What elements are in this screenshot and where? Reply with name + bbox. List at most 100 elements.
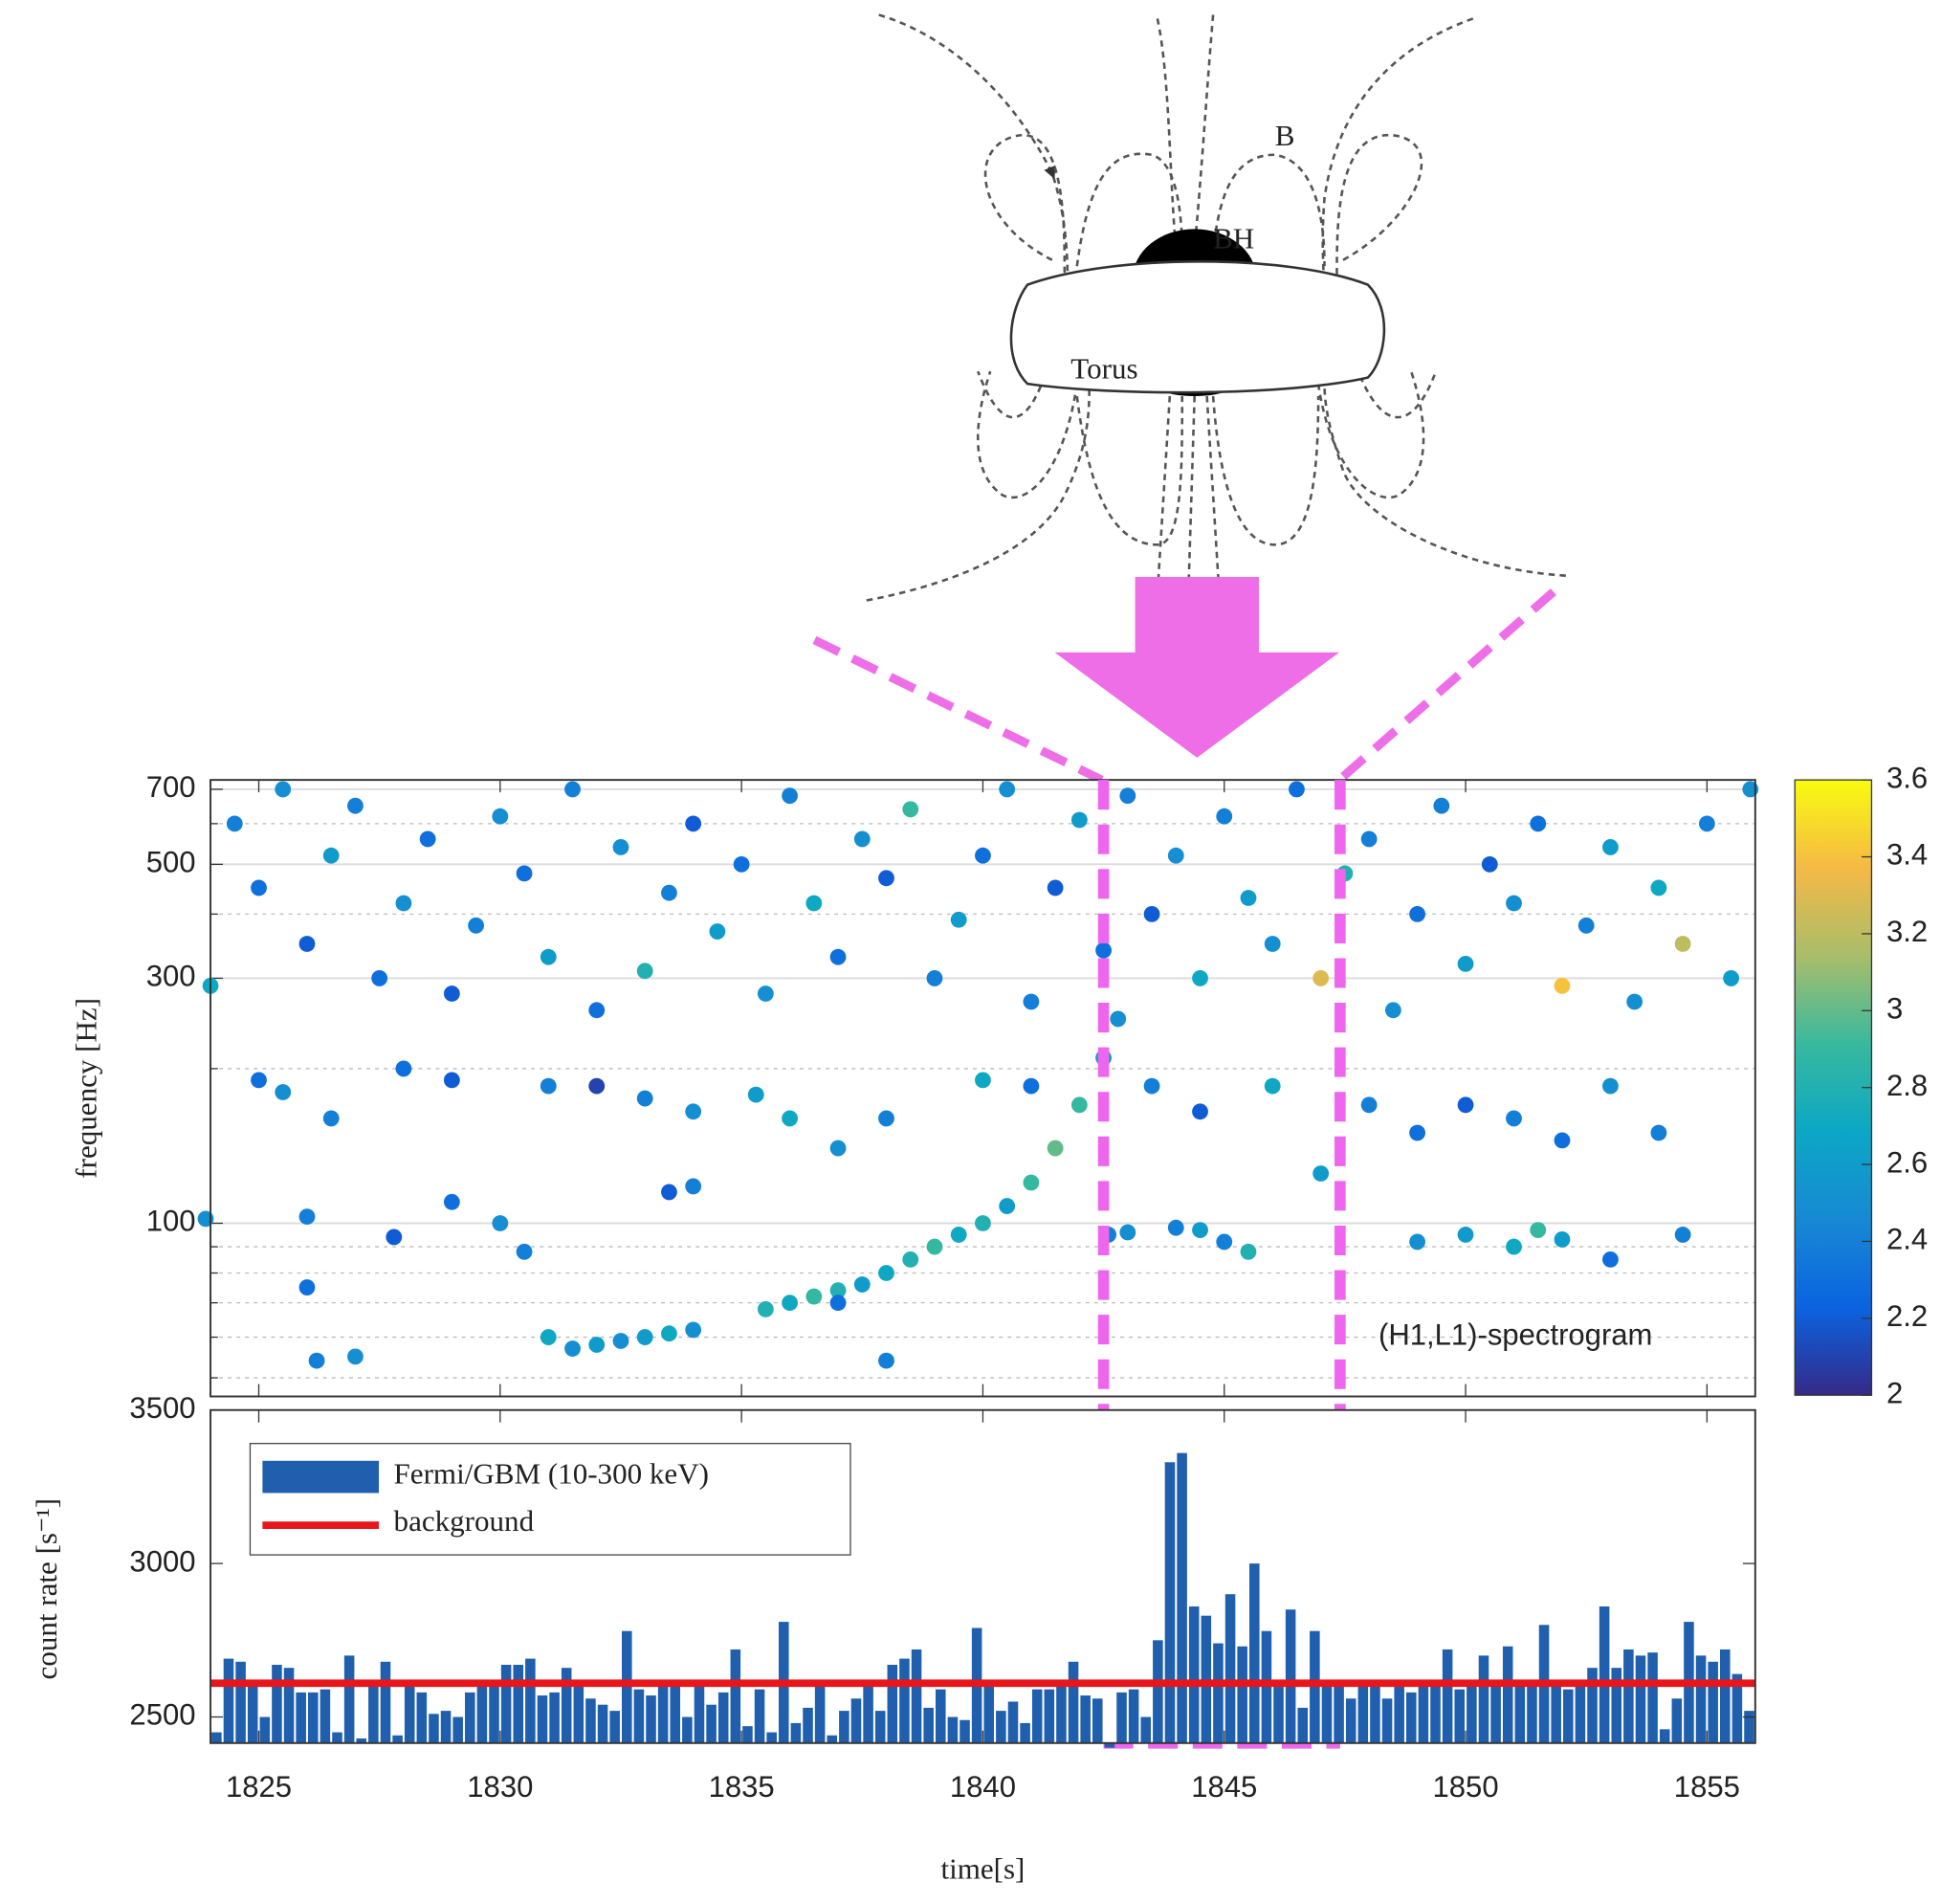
- bar: [863, 1683, 873, 1743]
- point: [1095, 941, 1113, 959]
- point: [564, 781, 581, 798]
- bar: [440, 1711, 452, 1743]
- points: [197, 781, 1759, 1369]
- point: [347, 797, 364, 814]
- colorbar-tick-label: 3.2: [1886, 915, 1928, 948]
- x-tick-label: 1845: [1191, 1770, 1257, 1804]
- point: [1554, 1132, 1571, 1149]
- point: [1110, 1010, 1127, 1028]
- field-label: B: [1275, 119, 1295, 152]
- bar: [657, 1686, 669, 1743]
- point: [1167, 847, 1184, 864]
- point: [782, 1295, 799, 1312]
- point: [1119, 1224, 1136, 1241]
- point: [298, 1279, 316, 1295]
- bar: [404, 1686, 415, 1743]
- point: [251, 1072, 267, 1089]
- bar: [936, 1689, 946, 1743]
- zoom-lines: [812, 588, 1556, 785]
- bar: [1575, 1686, 1586, 1743]
- bar: [1708, 1661, 1718, 1743]
- bar: [1140, 1716, 1152, 1743]
- bar: [235, 1661, 246, 1743]
- point: [878, 870, 894, 887]
- bar: [1551, 1686, 1561, 1743]
- point: [226, 815, 243, 832]
- bar: [525, 1658, 536, 1743]
- y-tick-label: 300: [146, 960, 196, 993]
- point: [1577, 917, 1595, 934]
- plots: 100 300 500 700 (H1,L1)-spectrogram frequency…: [30, 761, 1928, 1885]
- point: [1143, 1077, 1160, 1095]
- point: [636, 963, 653, 980]
- bar: [633, 1689, 645, 1743]
- bar: [211, 1732, 222, 1743]
- bar: [259, 1716, 271, 1743]
- point: [853, 830, 871, 848]
- y-axis-label: frequency [Hz]: [69, 998, 102, 1179]
- colorbar-tick-label: 2.6: [1886, 1145, 1928, 1179]
- bar: [899, 1658, 910, 1743]
- bar: [356, 1738, 367, 1743]
- bar: [730, 1649, 741, 1743]
- point: [1433, 797, 1450, 814]
- bar: [622, 1630, 632, 1743]
- bar: [1020, 1722, 1030, 1743]
- bar: [1164, 1462, 1176, 1743]
- bar: [500, 1664, 512, 1743]
- point: [386, 1229, 403, 1246]
- bar: [489, 1686, 499, 1743]
- bh-diagram: [866, 13, 1566, 602]
- point: [1650, 879, 1667, 897]
- bar: [1128, 1689, 1139, 1743]
- colorbar-tick-label: 3.6: [1886, 761, 1928, 794]
- point: [999, 781, 1016, 798]
- x-tick-label: 1830: [467, 1770, 533, 1804]
- legend-swatch: [262, 1460, 380, 1494]
- point: [661, 884, 677, 901]
- bar: [1381, 1698, 1393, 1743]
- point: [902, 801, 919, 818]
- point: [1264, 1077, 1281, 1095]
- bar: [1116, 1692, 1127, 1743]
- bar: [1044, 1689, 1055, 1743]
- bar: [1406, 1692, 1417, 1743]
- point: [685, 815, 702, 832]
- bar: [609, 1711, 620, 1743]
- y-tick-label: 500: [146, 846, 196, 879]
- x-tick-label: 1835: [709, 1770, 775, 1804]
- bar: [790, 1722, 802, 1743]
- bar: [1635, 1655, 1646, 1743]
- point: [588, 1337, 606, 1353]
- bar: [1261, 1630, 1272, 1743]
- torus-label: Torus: [1070, 351, 1137, 385]
- bar: [742, 1726, 753, 1743]
- point: [1602, 1251, 1619, 1268]
- point: [757, 1300, 774, 1317]
- bar: [1068, 1661, 1079, 1743]
- colorbar-tick-label: 2.2: [1886, 1299, 1928, 1333]
- point: [1312, 1165, 1330, 1182]
- point: [1070, 811, 1088, 829]
- bar: [646, 1695, 656, 1743]
- point: [975, 1215, 991, 1231]
- point: [347, 1348, 364, 1365]
- bar: [308, 1692, 319, 1743]
- point: [975, 1072, 991, 1089]
- point: [540, 948, 557, 965]
- bar: [1007, 1701, 1019, 1743]
- point: [612, 1333, 629, 1349]
- point: [1554, 1231, 1571, 1248]
- point: [1192, 970, 1208, 986]
- point: [902, 1251, 919, 1268]
- bar: [983, 1683, 995, 1743]
- bar: [1623, 1649, 1634, 1743]
- x-axis-label: time[s]: [940, 1851, 1025, 1885]
- bar: [597, 1704, 608, 1743]
- bar: [537, 1695, 548, 1743]
- point: [1264, 936, 1281, 952]
- point: [636, 1090, 653, 1107]
- point: [443, 1193, 460, 1210]
- point: [468, 917, 485, 934]
- bar: [452, 1716, 463, 1743]
